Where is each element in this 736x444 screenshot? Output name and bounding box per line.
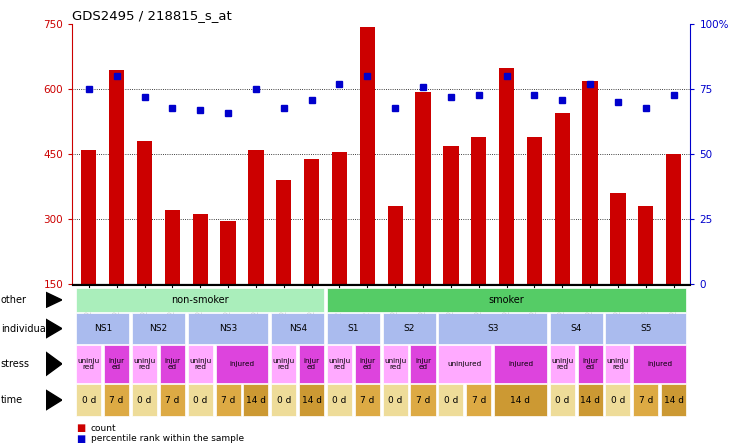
Text: 14 d: 14 d [511, 396, 531, 404]
Bar [555, 113, 570, 284]
Polygon shape [46, 390, 62, 410]
Text: uninjured: uninjured [447, 361, 482, 367]
Text: time: time [1, 395, 23, 405]
Text: injur
ed: injur ed [164, 358, 180, 369]
Text: injur
ed: injur ed [109, 358, 124, 369]
Text: uninju
red: uninju red [607, 358, 629, 369]
Text: 7 d: 7 d [110, 396, 124, 404]
Text: 0 d: 0 d [611, 396, 625, 404]
Bar [415, 91, 431, 284]
Text: 7 d: 7 d [639, 396, 653, 404]
Text: 0 d: 0 d [193, 396, 208, 404]
Text: S2: S2 [403, 324, 415, 333]
Text: ■: ■ [76, 434, 85, 444]
Text: NS1: NS1 [93, 324, 112, 333]
Text: 7 d: 7 d [472, 396, 486, 404]
Text: uninju
red: uninju red [133, 358, 155, 369]
Text: S4: S4 [570, 324, 582, 333]
Text: injured: injured [647, 361, 672, 367]
Text: NS4: NS4 [289, 324, 307, 333]
Text: 14 d: 14 d [302, 396, 322, 404]
Bar [527, 137, 542, 284]
Polygon shape [46, 292, 62, 308]
Text: 0 d: 0 d [555, 396, 570, 404]
Text: injured: injured [508, 361, 533, 367]
Bar [165, 210, 180, 284]
Text: individual: individual [1, 324, 49, 333]
Bar [81, 150, 96, 284]
Text: ■: ■ [76, 424, 85, 433]
Text: injured: injured [230, 361, 255, 367]
Bar [443, 146, 459, 284]
Text: injur
ed: injur ed [582, 358, 598, 369]
Text: 0 d: 0 d [332, 396, 347, 404]
Polygon shape [46, 352, 62, 376]
Text: NS2: NS2 [149, 324, 168, 333]
Text: 0 d: 0 d [82, 396, 96, 404]
Text: uninju
red: uninju red [551, 358, 573, 369]
Bar [276, 180, 291, 284]
Text: 0 d: 0 d [388, 396, 403, 404]
Text: stress: stress [1, 359, 29, 369]
Text: count: count [91, 424, 116, 433]
Text: NS3: NS3 [219, 324, 237, 333]
Bar [471, 137, 486, 284]
Text: injur
ed: injur ed [415, 358, 431, 369]
Text: 7 d: 7 d [416, 396, 431, 404]
Bar [304, 159, 319, 284]
Text: 14 d: 14 d [664, 396, 684, 404]
Bar [248, 150, 263, 284]
Text: percentile rank within the sample: percentile rank within the sample [91, 434, 244, 443]
Text: other: other [1, 295, 26, 305]
Bar [388, 206, 403, 284]
Text: uninju
red: uninju red [189, 358, 211, 369]
Bar [610, 193, 626, 284]
Text: GDS2495 / 218815_s_at: GDS2495 / 218815_s_at [72, 9, 232, 22]
Text: S3: S3 [487, 324, 498, 333]
Bar [109, 70, 124, 284]
Text: uninju
red: uninju red [328, 358, 350, 369]
Text: non-smoker: non-smoker [171, 295, 229, 305]
Text: 7 d: 7 d [165, 396, 180, 404]
Text: uninju
red: uninju red [384, 358, 406, 369]
Bar [582, 81, 598, 284]
Bar [220, 221, 236, 284]
Bar [666, 155, 682, 284]
Bar [137, 141, 152, 284]
Text: 7 d: 7 d [221, 396, 236, 404]
Text: uninju
red: uninju red [272, 358, 295, 369]
Text: 14 d: 14 d [580, 396, 600, 404]
Text: 0 d: 0 d [138, 396, 152, 404]
Bar [332, 152, 347, 284]
Text: 0 d: 0 d [444, 396, 458, 404]
Text: injur
ed: injur ed [359, 358, 375, 369]
Bar [499, 67, 514, 284]
Text: 14 d: 14 d [246, 396, 266, 404]
Text: smoker: smoker [489, 295, 525, 305]
Text: S1: S1 [347, 324, 359, 333]
Text: 7 d: 7 d [360, 396, 375, 404]
Bar [360, 27, 375, 284]
Text: 0 d: 0 d [277, 396, 291, 404]
Text: uninju
red: uninju red [78, 358, 100, 369]
Bar [638, 206, 654, 284]
Bar [193, 214, 208, 284]
Text: S5: S5 [640, 324, 651, 333]
Text: injur
ed: injur ed [303, 358, 319, 369]
Polygon shape [46, 319, 62, 338]
